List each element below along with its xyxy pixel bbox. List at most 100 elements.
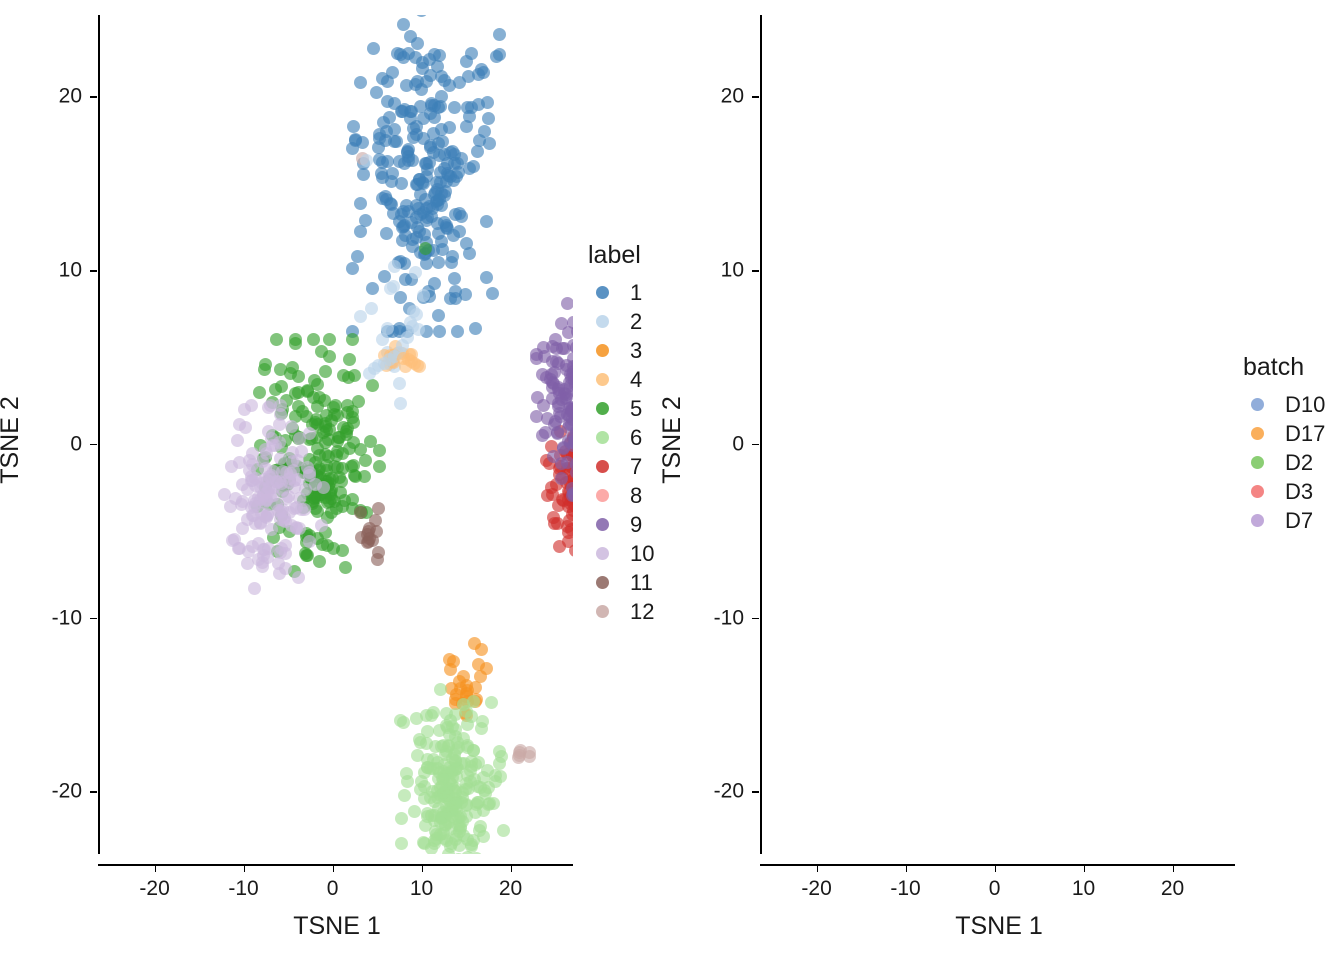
legend-item-label: D17 — [1285, 420, 1326, 446]
scatter-point — [318, 365, 332, 379]
scatter-point — [280, 492, 294, 506]
scatter-point — [407, 805, 421, 819]
scatter-point — [441, 847, 455, 854]
legend-label: label 1 2 3 4 5 6 7 8 9 10 11 12 — [588, 243, 654, 626]
scatter-point — [418, 242, 432, 256]
scatter-point — [393, 396, 407, 410]
legend-item-label: 9 — [630, 511, 643, 537]
scatter-point — [531, 391, 545, 405]
scatter-point — [537, 341, 551, 355]
y-tick-label: 0 — [732, 432, 744, 456]
legend-item-1[interactable]: 1 — [588, 278, 654, 307]
scatter-point — [441, 789, 455, 803]
legend-item-label: 6 — [630, 424, 643, 450]
legend-item-11[interactable]: 11 — [588, 568, 654, 597]
legend-item-D17[interactable]: D17 — [1243, 419, 1325, 448]
legend-item-label: 11 — [630, 569, 653, 595]
legend-item-label: D3 — [1285, 478, 1314, 504]
scatter-point — [566, 503, 573, 517]
scatter-point — [561, 421, 573, 435]
y-tick-label: 20 — [720, 84, 744, 108]
scatter-point — [271, 557, 285, 571]
legend-item-D10[interactable]: D10 — [1243, 390, 1325, 419]
scatter-point — [303, 465, 317, 479]
scatter-point — [451, 324, 465, 338]
scatter-point — [452, 853, 466, 854]
scatter-point — [437, 827, 451, 841]
scatter-point — [394, 837, 408, 851]
legend-item-7[interactable]: 7 — [588, 452, 654, 481]
scatter-point — [387, 260, 401, 274]
scatter-point — [461, 851, 475, 854]
scatter-point — [540, 488, 554, 502]
legend-item-D3[interactable]: D3 — [1243, 477, 1325, 506]
scatter-point — [375, 333, 389, 347]
legend-swatch-icon — [588, 336, 617, 365]
scatter-point — [413, 360, 427, 374]
scatter-point — [410, 37, 424, 51]
y-tick-label: -20 — [713, 779, 744, 803]
scatter-point — [444, 146, 458, 160]
y-tick-label: 0 — [70, 432, 82, 456]
y-axis-line-right — [760, 15, 762, 854]
scatter-point — [382, 111, 396, 124]
scatter-point — [398, 272, 412, 286]
legend-item-4[interactable]: 4 — [588, 365, 654, 394]
scatter-point — [468, 806, 482, 820]
scatter-point — [273, 398, 287, 412]
x-tick-label: 10 — [1071, 877, 1096, 900]
legend-item-2[interactable]: 2 — [588, 307, 654, 336]
scatter-point — [424, 139, 438, 153]
scatter-point — [567, 351, 573, 365]
scatter-point — [387, 134, 401, 148]
scatter-point — [546, 511, 560, 525]
scatter-point — [309, 477, 323, 491]
scatter-point — [269, 333, 283, 347]
legend-item-6[interactable]: 6 — [588, 423, 654, 452]
scatter-point — [409, 120, 423, 134]
scatter-point — [351, 249, 365, 263]
scatter-point — [399, 766, 413, 780]
x-tick — [421, 865, 424, 872]
legend-item-9[interactable]: 9 — [588, 510, 654, 539]
scatter-point — [437, 189, 451, 203]
scatter-point — [571, 324, 573, 338]
scatter-point — [414, 15, 428, 17]
scatter-point — [561, 297, 573, 311]
x-tick-label: 0 — [326, 877, 339, 900]
legend-swatch-icon — [588, 394, 617, 423]
scatter-point — [482, 112, 495, 126]
legend-swatch-icon — [588, 539, 617, 568]
legend-batch: batch D10 D17 D2 D3 D7 — [1243, 355, 1325, 535]
legend-item-10[interactable]: 10 — [588, 539, 654, 568]
scatter-point — [356, 167, 370, 181]
scatter-point — [555, 471, 569, 485]
scatter-point — [265, 523, 279, 537]
legend-swatch-icon — [588, 278, 617, 307]
scatter-point — [494, 769, 508, 783]
legend-item-5[interactable]: 5 — [588, 394, 654, 423]
scatter-point — [460, 717, 474, 731]
scatter-point — [242, 464, 256, 478]
x-tick — [510, 865, 513, 872]
scatter-point — [262, 401, 276, 415]
legend-item-8[interactable]: 8 — [588, 481, 654, 510]
scatter-point — [486, 286, 500, 300]
legend-item-3[interactable]: 3 — [588, 336, 654, 365]
scatter-point — [564, 379, 573, 393]
legend-item-D7[interactable]: D7 — [1243, 506, 1325, 535]
legend-item-D2[interactable]: D2 — [1243, 448, 1325, 477]
scatter-point — [300, 384, 314, 398]
scatter-point — [406, 233, 419, 247]
scatter-point — [558, 341, 572, 355]
scatter-point — [386, 206, 400, 220]
scatter-point — [385, 166, 399, 180]
y-tick — [90, 791, 97, 793]
scatter-point — [569, 466, 573, 480]
scatter-point — [563, 497, 573, 511]
scatter-point — [307, 373, 321, 387]
scatter-point — [375, 171, 389, 185]
legend-item-12[interactable]: 12 — [588, 597, 654, 626]
y-tick-label: 10 — [58, 258, 82, 282]
